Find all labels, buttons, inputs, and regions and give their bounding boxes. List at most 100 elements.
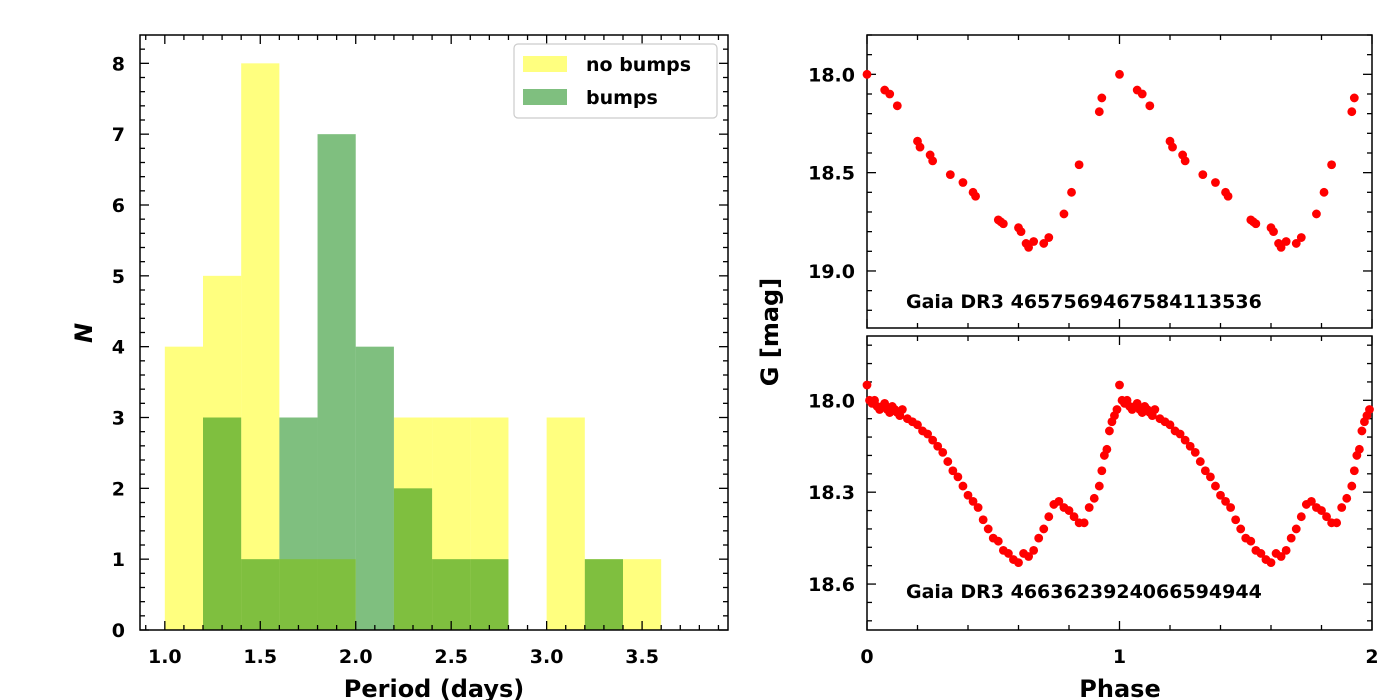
y-tick-label: 1 bbox=[112, 549, 125, 571]
data-point bbox=[1054, 496, 1064, 506]
data-point bbox=[1165, 420, 1175, 430]
data-point bbox=[1102, 444, 1112, 454]
data-point bbox=[1014, 558, 1023, 568]
data-point bbox=[862, 380, 872, 390]
data-point bbox=[1281, 545, 1291, 555]
data-point bbox=[1115, 380, 1124, 390]
data-point bbox=[1079, 518, 1089, 528]
data-point bbox=[1097, 466, 1107, 476]
data-point bbox=[892, 101, 902, 111]
data-point bbox=[1097, 93, 1107, 103]
data-point bbox=[915, 142, 925, 152]
data-point bbox=[1069, 512, 1079, 522]
data-point bbox=[1291, 239, 1301, 248]
data-point bbox=[1016, 227, 1026, 237]
data-point bbox=[1246, 536, 1256, 546]
data-point bbox=[862, 69, 872, 79]
y-tick-label: 18.0 bbox=[808, 390, 855, 412]
data-point bbox=[1044, 512, 1054, 522]
bottom-panel-ticks: 18.0 18.3 18.6 0 1 2 bbox=[808, 336, 1379, 668]
data-point bbox=[971, 191, 980, 201]
data-point bbox=[913, 420, 922, 430]
data-point bbox=[1312, 209, 1321, 219]
histogram-ticks: 1.0 1.5 2.0 2.5 3.0 3.5 0 1 2 3 4 5 6 7 8 bbox=[112, 35, 728, 668]
data-point bbox=[958, 178, 968, 187]
data-point bbox=[1216, 490, 1225, 500]
data-point bbox=[1342, 493, 1352, 503]
data-point bbox=[993, 536, 1003, 546]
legend-label-no-bumps: no bumps bbox=[586, 54, 691, 76]
data-point bbox=[938, 447, 948, 457]
y-tick-label: 7 bbox=[112, 124, 125, 146]
data-point bbox=[1064, 506, 1074, 515]
data-point bbox=[1296, 233, 1306, 242]
data-point bbox=[1349, 93, 1359, 103]
data-point bbox=[1034, 533, 1044, 543]
legend-swatch-no-bumps bbox=[523, 56, 567, 72]
data-point bbox=[1180, 156, 1190, 166]
y-tick-label: 5 bbox=[112, 266, 125, 288]
data-point bbox=[1094, 481, 1104, 491]
y-tick-label: 18.0 bbox=[808, 64, 855, 86]
y-tick-label: 18.5 bbox=[808, 163, 855, 185]
data-point bbox=[1067, 187, 1076, 197]
data-point bbox=[1089, 493, 1099, 503]
x-tick-label: 1 bbox=[1113, 646, 1126, 668]
data-point bbox=[1039, 524, 1049, 534]
data-point bbox=[1251, 219, 1261, 229]
data-point bbox=[1223, 191, 1233, 201]
y-tick-label: 4 bbox=[112, 337, 125, 359]
data-point bbox=[1322, 512, 1331, 522]
x-tick-label: 1.0 bbox=[148, 646, 182, 668]
bar-no-bumps bbox=[164, 346, 203, 630]
data-point bbox=[1327, 160, 1336, 170]
data-point bbox=[923, 429, 932, 439]
data-point bbox=[1206, 472, 1215, 482]
data-point bbox=[948, 466, 958, 476]
phase-x-label: Phase bbox=[1079, 675, 1160, 700]
top-panel-frame bbox=[866, 34, 1373, 329]
data-point bbox=[1266, 558, 1276, 568]
x-tick-label: 2 bbox=[1365, 646, 1378, 668]
data-point bbox=[1211, 178, 1220, 187]
data-point bbox=[1256, 549, 1266, 558]
data-point bbox=[933, 441, 943, 451]
data-point bbox=[1039, 239, 1049, 248]
legend-label-bumps: bumps bbox=[586, 87, 658, 109]
histogram-panel: 1.0 1.5 2.0 2.5 3.0 3.5 0 1 2 3 4 5 6 7 8 Period (days… bbox=[70, 34, 729, 700]
data-point bbox=[1276, 552, 1286, 561]
data-point bbox=[943, 457, 953, 466]
data-point bbox=[1221, 496, 1230, 506]
data-point bbox=[1236, 524, 1246, 534]
top-panel-annotation: Gaia DR3 4657569467584113536 bbox=[906, 291, 1262, 313]
data-point bbox=[1349, 466, 1359, 476]
y-tick-label: 2 bbox=[112, 478, 125, 500]
data-point bbox=[1281, 237, 1291, 246]
bar-bumps bbox=[241, 559, 280, 630]
data-point bbox=[983, 524, 993, 534]
data-point bbox=[963, 490, 973, 500]
data-point bbox=[1337, 503, 1347, 512]
data-point bbox=[1190, 447, 1200, 457]
light-curve-top-panel: 18.0 18.5 19.0 Gaia DR3 465756946758411353… bbox=[808, 34, 1373, 329]
data-point bbox=[978, 515, 988, 525]
bar-bumps bbox=[355, 346, 394, 630]
data-point bbox=[1198, 170, 1208, 180]
x-tick-label: 2.5 bbox=[434, 646, 468, 668]
data-point bbox=[1094, 107, 1104, 117]
data-point bbox=[1004, 549, 1013, 558]
data-point bbox=[1269, 227, 1278, 237]
data-point bbox=[1137, 89, 1147, 99]
bar-bumps bbox=[432, 559, 471, 630]
y-tick-label: 18.6 bbox=[808, 574, 855, 596]
legend: no bumps bumps bbox=[513, 43, 718, 119]
histogram-x-label: Period (days) bbox=[344, 675, 524, 700]
y-tick-label: 18.3 bbox=[808, 482, 855, 504]
data-point bbox=[973, 503, 983, 512]
data-point bbox=[1145, 101, 1155, 111]
data-point bbox=[1332, 518, 1342, 528]
bottom-panel-annotation: Gaia DR3 4663623924066594944 bbox=[906, 581, 1262, 603]
data-point bbox=[1115, 69, 1124, 79]
data-point bbox=[1276, 242, 1286, 252]
data-point bbox=[1112, 405, 1122, 414]
